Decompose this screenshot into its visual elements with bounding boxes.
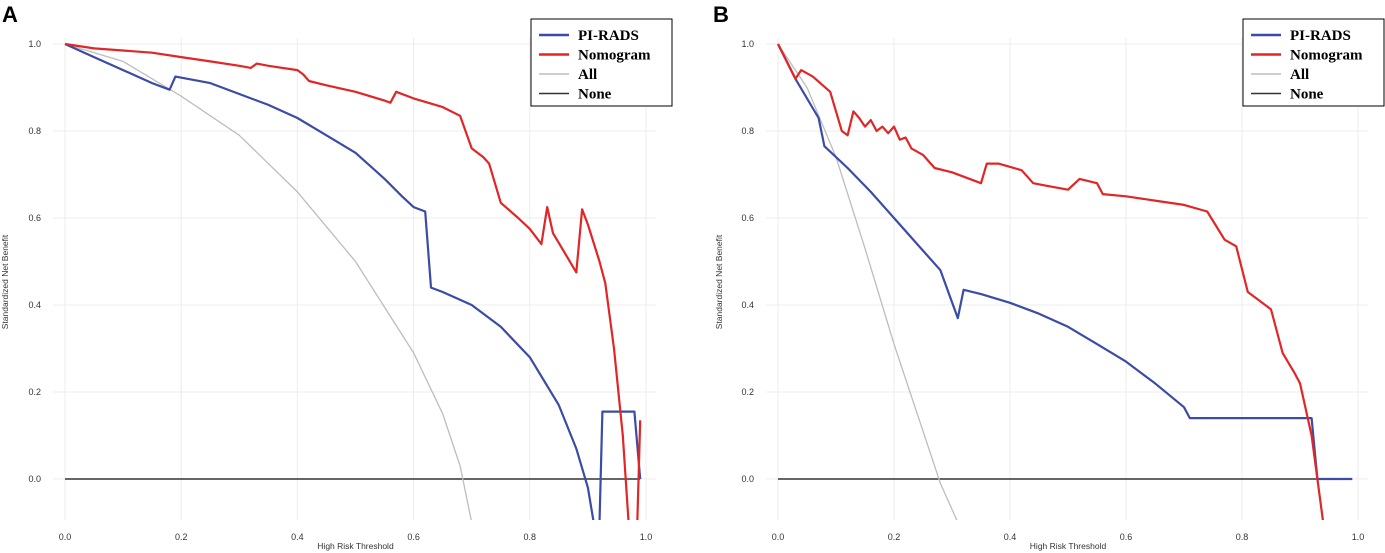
series-line-all [64, 43, 472, 520]
x-tick-label: 0.8 [524, 532, 537, 542]
series-line-nomogram [777, 43, 1324, 520]
legend-label-all: All [578, 67, 597, 83]
y-tick-label: 0.4 [28, 300, 41, 310]
series-line-all [777, 43, 958, 520]
legend-label-none: None [578, 87, 612, 103]
y-tick-label: 0.6 [741, 213, 754, 223]
x-tick-label: 0.0 [772, 532, 785, 542]
y-tick-label: 0.0 [28, 474, 41, 484]
x-axis-label: High Risk Threshold [1030, 541, 1107, 551]
x-tick-label: 0.6 [1120, 532, 1133, 542]
legend-label-pi-rads: PI-RADS [1290, 28, 1351, 44]
panel-letter: B [713, 2, 729, 27]
series-lines [777, 43, 1353, 520]
y-tick-label: 0.0 [741, 474, 754, 484]
legend: PI-RADS Nomogram All None [530, 18, 673, 107]
series-line-pi-rads [64, 42, 642, 520]
y-tick-label: 0.2 [741, 387, 754, 397]
grid-lines [766, 38, 1368, 520]
legend: PI-RADS Nomogram All None [1242, 18, 1385, 107]
y-axis-label: Standardized Net Benefit [0, 234, 10, 329]
panel-letter: A [2, 2, 18, 27]
legend-label-none: None [1290, 87, 1324, 103]
x-tick-label: 1.0 [640, 532, 653, 542]
x-tick-label: 0.2 [888, 532, 901, 542]
x-tick-label: 0.4 [1004, 532, 1017, 542]
series-line-nomogram [64, 42, 642, 520]
x-tick-label: 0.6 [407, 532, 420, 542]
x-tick-label: 0.2 [175, 532, 188, 542]
y-tick-label: 0.4 [741, 300, 754, 310]
chart-panel-a: A 0.0 0.2 0.4 0.6 0.8 1.0 0.0 0.2 0.4 0.6 0.8 1.0 Hig… [0, 2, 673, 551]
x-tick-label: 0.4 [291, 532, 304, 542]
y-tick-label: 0.2 [28, 387, 41, 397]
y-axis-label: Standardized Net Benefit [714, 234, 724, 329]
legend-box [530, 18, 673, 107]
series-lines [64, 42, 642, 520]
series-line-pi-rads [777, 43, 1353, 481]
x-tick-label: 0.8 [1236, 532, 1249, 542]
y-tick-label: 0.8 [741, 126, 754, 136]
legend-box [1242, 18, 1385, 107]
x-tick-label: 1.0 [1352, 532, 1365, 542]
x-tick-label: 0.0 [59, 532, 72, 542]
y-tick-label: 0.8 [28, 126, 41, 136]
chart-panel-b: B 0.0 0.2 0.4 0.6 0.8 1.0 0.0 0.2 0.4 0.6 0.8 1.0 Hig… [713, 2, 1385, 551]
y-tick-label: 0.6 [28, 213, 41, 223]
y-tick-label: 1.0 [741, 39, 754, 49]
legend-label-nomogram: Nomogram [1290, 48, 1363, 64]
legend-label-nomogram: Nomogram [578, 48, 651, 64]
legend-label-all: All [1290, 67, 1309, 83]
grid-lines [53, 38, 656, 520]
legend-label-pi-rads: PI-RADS [578, 28, 639, 44]
y-tick-label: 1.0 [28, 39, 41, 49]
x-axis-label: High Risk Threshold [317, 541, 394, 551]
